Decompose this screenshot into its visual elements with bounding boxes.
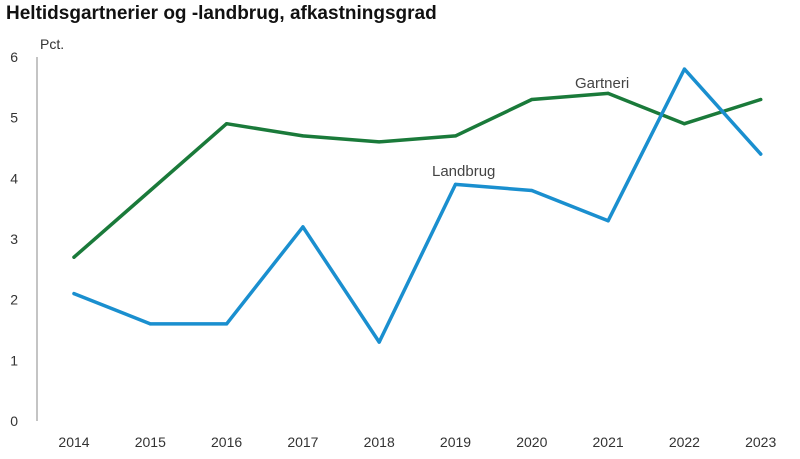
series-layer (72, 67, 763, 344)
data-point-landbrug (377, 340, 381, 344)
data-point-gartneri (377, 140, 381, 144)
x-tick-label: 2015 (135, 434, 166, 450)
series-line-landbrug (72, 67, 763, 344)
x-tick-label: 2020 (516, 434, 547, 450)
data-point-gartneri (72, 255, 76, 259)
data-point-landbrug (301, 225, 305, 229)
series-label-landbrug: Landbrug (432, 163, 495, 180)
data-point-landbrug (72, 292, 76, 296)
x-tick-label: 2022 (669, 434, 700, 450)
data-point-landbrug (682, 67, 687, 71)
data-point-gartneri (301, 134, 305, 138)
data-point-gartneri (453, 134, 458, 138)
x-tick-label: 2016 (211, 434, 242, 450)
series-label-gartneri: Gartneri (575, 75, 629, 92)
y-tick-label: 6 (10, 49, 18, 65)
x-tick-label: 2018 (364, 434, 395, 450)
data-point-gartneri (759, 97, 763, 102)
x-tick-label: 2023 (745, 434, 776, 450)
y-tick-label: 3 (10, 231, 18, 247)
series-line-gartneri (72, 91, 763, 259)
data-point-landbrug (606, 219, 610, 223)
chart-title: Heltidsgartnerier og -landbrug, afkastni… (6, 3, 437, 24)
x-tick-label: 2021 (593, 434, 624, 450)
x-axis-ticks: 2014 2015 2016 2017 2018 2019 2020 2021 2022 2023 (58, 434, 776, 450)
x-tick-label: 2017 (287, 434, 318, 450)
data-point-gartneri (606, 91, 610, 95)
y-tick-label: 1 (10, 352, 18, 368)
y-tick-label: 4 (10, 170, 18, 186)
series-labels: Gartneri Landbrug (432, 75, 629, 180)
y-axis-ticks: 0 1 2 3 4 5 6 (10, 49, 18, 429)
data-point-landbrug (148, 322, 152, 326)
data-point-gartneri (682, 122, 687, 126)
data-point-landbrug (530, 188, 534, 193)
x-tick-label: 2014 (58, 434, 89, 450)
x-tick-label: 2019 (440, 434, 471, 450)
data-point-landbrug (225, 322, 229, 326)
data-point-gartneri (148, 188, 152, 193)
y-tick-label: 2 (10, 292, 18, 308)
y-tick-label: 5 (10, 110, 18, 126)
y-tick-label: 0 (10, 413, 18, 429)
data-point-gartneri (530, 97, 534, 102)
data-point-landbrug (759, 152, 763, 156)
y-axis-unit-label: Pct. (40, 36, 64, 52)
data-point-landbrug (453, 182, 458, 186)
data-point-gartneri (225, 122, 229, 126)
